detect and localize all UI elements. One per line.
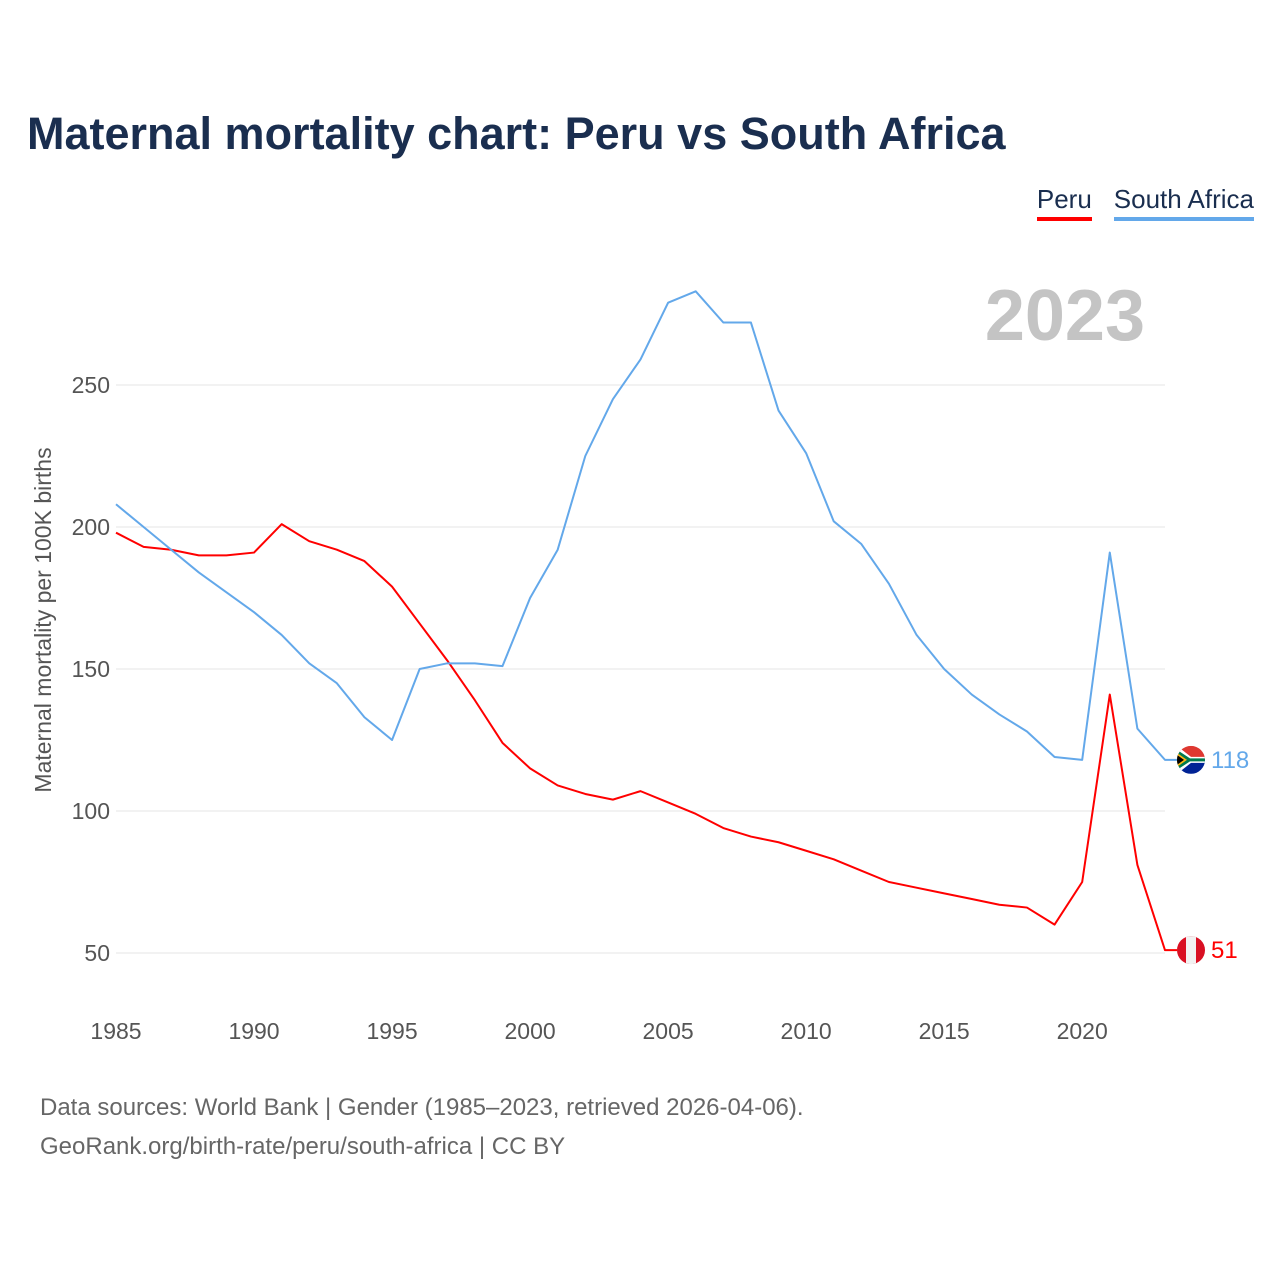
x-tick-label: 2020: [1057, 1018, 1108, 1044]
y-tick-label: 50: [84, 940, 110, 966]
flag-white: [1186, 936, 1196, 965]
chart-title: Maternal mortality chart: Peru vs South …: [27, 108, 1006, 159]
peru-flag-icon: [1177, 936, 1205, 965]
footer: Data sources: World Bank | Gender (1985–…: [40, 1088, 804, 1166]
year-watermark: 2023: [985, 276, 1145, 356]
x-tick-label: 2010: [781, 1018, 832, 1044]
x-tick-label: 2005: [643, 1018, 694, 1044]
y-tick-label: 150: [72, 656, 110, 682]
y-axis-label: Maternal mortality per 100K births: [30, 447, 56, 792]
x-tick-label: 1995: [366, 1018, 417, 1044]
legend-south-africa[interactable]: South Africa: [1113, 184, 1254, 221]
flag-black: [1177, 754, 1184, 765]
x-tick-label: 1990: [228, 1018, 279, 1044]
y-tick-label: 250: [72, 372, 110, 398]
y-tick-label: 100: [72, 798, 110, 824]
end-label-peru: 51: [1211, 937, 1238, 964]
flag-clip: [1177, 745, 1205, 774]
y-tick-label: 200: [72, 514, 110, 540]
flag-green: [1177, 749, 1205, 770]
source-link[interactable]: GeoRank.org/birth-rate/peru/south-africa…: [40, 1133, 566, 1160]
flag-clip: [1177, 936, 1205, 965]
south-africa-flag-icon: [1177, 745, 1205, 774]
x-tick-label: 2000: [504, 1018, 555, 1044]
series-line-peru: [115, 523, 1177, 952]
legend: Peru South Africa: [1036, 184, 1254, 221]
end-label-south-africa: 118: [1211, 747, 1249, 774]
x-tick-label: 1985: [90, 1018, 141, 1044]
x-tick-label: 2015: [919, 1018, 970, 1044]
series-line-south-africa: [115, 290, 1177, 761]
legend-peru[interactable]: Peru: [1036, 184, 1092, 221]
data-sources: Data sources: World Bank | Gender (1985–…: [40, 1094, 804, 1121]
